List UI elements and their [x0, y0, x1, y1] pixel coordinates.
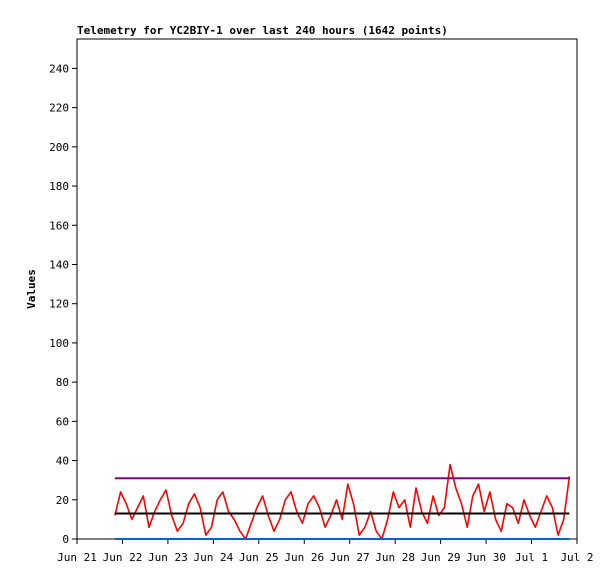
- series-red-line: [114, 463, 571, 540]
- y-axis-label: Values: [25, 269, 38, 309]
- x-tick-label: Jun 28: [375, 551, 415, 564]
- y-tick-label: 220: [49, 102, 69, 115]
- y-tick-label: 180: [49, 180, 69, 193]
- x-tick-label: Jun 23: [148, 551, 188, 564]
- x-tick-label: Jun 26: [284, 551, 324, 564]
- y-tick-label: 0: [62, 533, 69, 546]
- y-tick-label: 40: [56, 455, 69, 468]
- y-tick-label: 100: [49, 337, 69, 350]
- x-tick-label: Jun 30: [466, 551, 506, 564]
- x-tick-label: Jun 25: [239, 551, 279, 564]
- y-tick-label: 160: [49, 219, 69, 232]
- x-tick-label: Jun 29: [421, 551, 461, 564]
- x-tick-label: Jun 22: [103, 551, 143, 564]
- x-tick-label: Jul 2: [560, 551, 593, 564]
- y-tick-label: 120: [49, 298, 69, 311]
- x-tick-label: Jun 24: [193, 551, 233, 564]
- y-tick-label: 200: [49, 141, 69, 154]
- plot-area: [76, 38, 578, 540]
- x-tick-label: Jul 1: [515, 551, 548, 564]
- x-tick-label: Jun 27: [330, 551, 370, 564]
- x-tick-label: Jun 21: [57, 551, 97, 564]
- series-layer: [114, 463, 571, 540]
- y-tick-label: 20: [56, 494, 69, 507]
- y-tick-label: 240: [49, 62, 69, 75]
- x-axis: Jun 21 Jun 22 Jun 23 Jun 24 Jun 25 Jun 26 Jun …: [57, 539, 594, 564]
- y-tick-label: 60: [56, 415, 69, 428]
- y-tick-label: 80: [56, 376, 69, 389]
- y-tick-label: 140: [49, 258, 69, 271]
- y-axis: 0 20 40 60 80 100 120 140 160 180 200 220 240: [49, 62, 77, 546]
- chart-title: Telemetry for YC2BIY-1 over last 240 hou…: [77, 24, 448, 37]
